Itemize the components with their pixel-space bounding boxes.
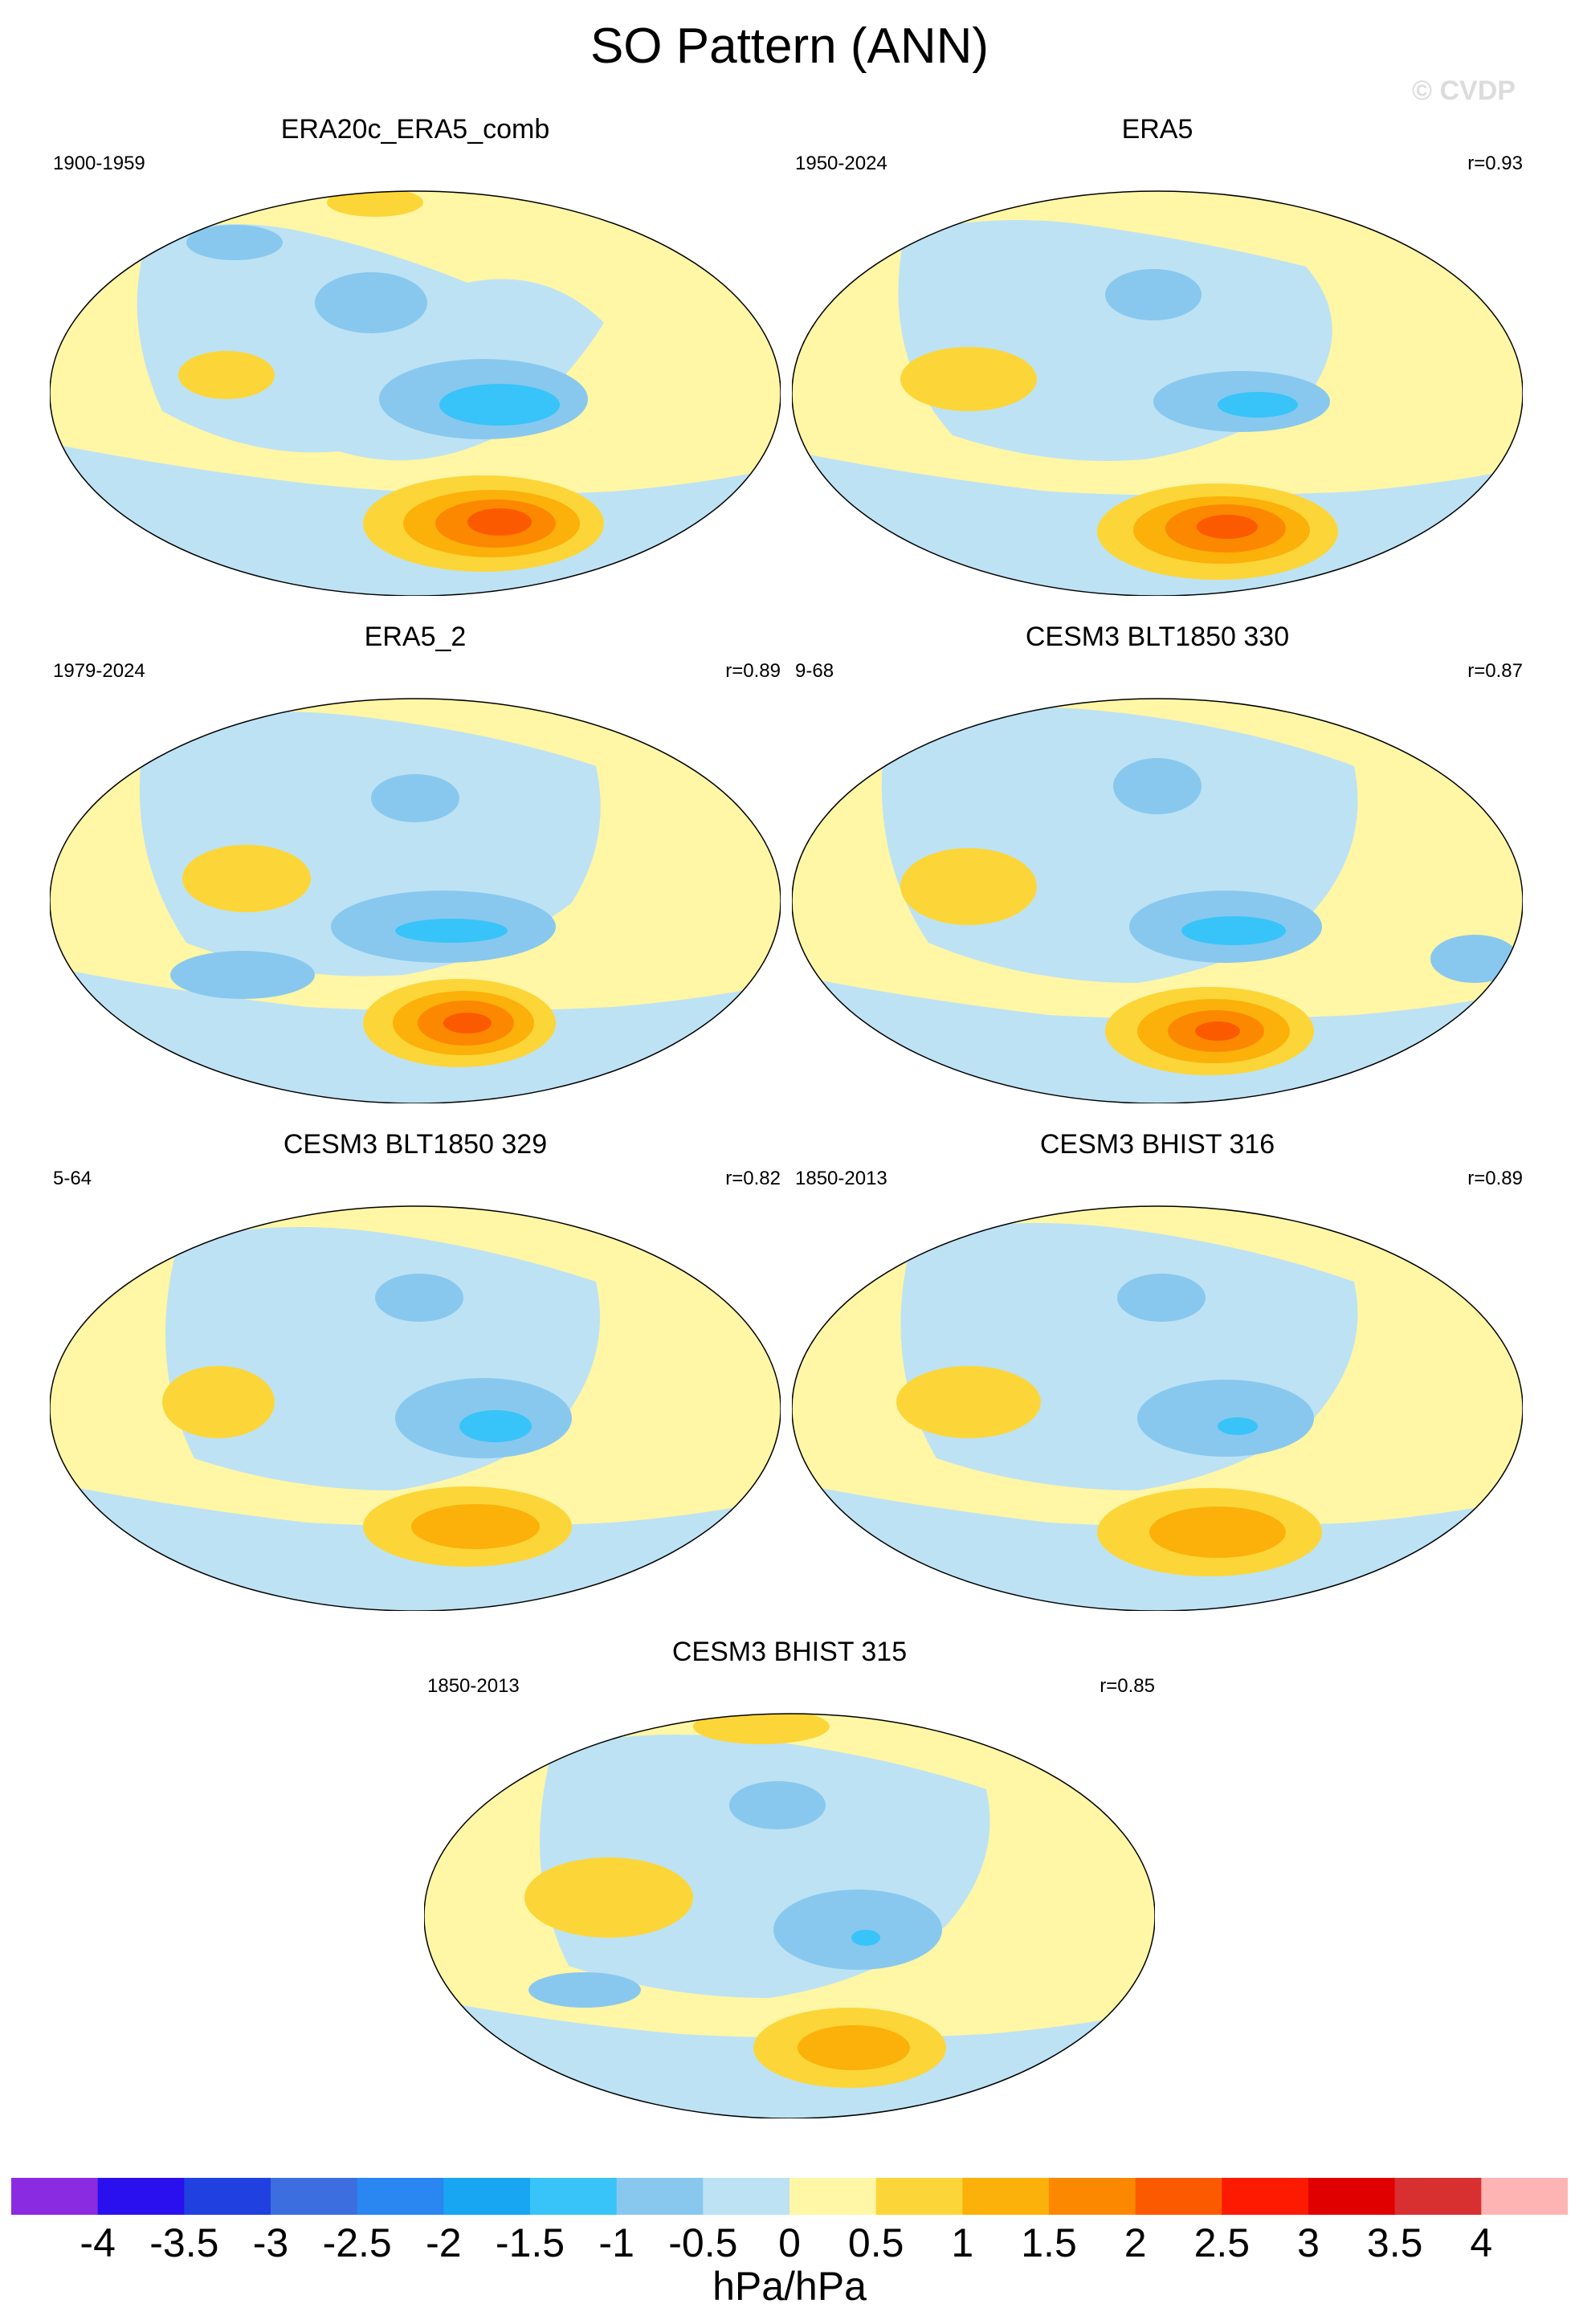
robinson-map xyxy=(792,190,1523,596)
panel-correlation: r=0.93 xyxy=(1467,153,1523,174)
colorbar-segment xyxy=(11,2178,99,2215)
panel-years: 1979-2024 xyxy=(53,660,145,682)
colorbar-segment xyxy=(790,2178,877,2215)
colorbar-tick-label: -3.5 xyxy=(149,2220,219,2265)
colorbar-segment xyxy=(875,2178,963,2215)
colorbar-tick-label: -0.5 xyxy=(668,2220,738,2265)
colorbar-tick-label: -3 xyxy=(252,2220,289,2265)
colorbar-tick-label: 1 xyxy=(951,2220,974,2265)
panel-years: 1900-1959 xyxy=(53,153,145,174)
map-panel-cesm3-blt1850-329: CESM3 BLT1850 329 5-64 r=0.82 xyxy=(50,1129,781,1611)
map-panel-cesm3-bhist-316: CESM3 BHIST 316 1850-2013 r=0.89 xyxy=(792,1129,1523,1611)
robinson-map xyxy=(792,698,1523,1103)
colorbar-tick-label: 0.5 xyxy=(847,2220,904,2265)
map-panel-era5-2: ERA5_2 1979-2024 r=0.89 xyxy=(50,622,781,1103)
panel-title: CESM3 BLT1850 329 xyxy=(283,1129,548,1160)
colorbar-tick-label: -4 xyxy=(80,2220,116,2265)
panel-correlation: r=0.89 xyxy=(725,660,781,682)
colorbar-segment xyxy=(616,2178,704,2215)
robinson-map xyxy=(50,698,781,1103)
panel-years: 9-68 xyxy=(795,660,834,682)
panel-title: ERA5 xyxy=(1121,114,1193,145)
panel-correlation: r=0.82 xyxy=(725,1168,781,1189)
panel-years: 1850-2013 xyxy=(795,1168,887,1189)
panel-correlation: r=0.87 xyxy=(1467,660,1523,682)
panel-years: 1850-2013 xyxy=(427,1675,520,1697)
robinson-map xyxy=(50,190,781,596)
colorbar-segment xyxy=(184,2178,271,2215)
colorbar xyxy=(11,2178,1568,2215)
map-panel-cesm3-blt1850-330: CESM3 BLT1850 330 9-68 r=0.87 xyxy=(792,622,1523,1103)
colorbar-tick-label: -1 xyxy=(598,2220,634,2265)
colorbar-tick-label: -2 xyxy=(426,2220,462,2265)
colorbar-tick-label: 3.5 xyxy=(1366,2220,1423,2265)
panel-title: ERA5_2 xyxy=(364,622,467,652)
colorbar-segment xyxy=(1308,2178,1396,2215)
colorbar-segment xyxy=(1394,2178,1482,2215)
robinson-map xyxy=(424,1713,1155,2118)
panel-correlation: r=0.89 xyxy=(1467,1168,1523,1189)
panel-title: CESM3 BHIST 316 xyxy=(1039,1129,1275,1160)
figure-title: SO Pattern (ANN) xyxy=(590,18,989,74)
colorbar-segment xyxy=(703,2178,790,2215)
colorbar-segment xyxy=(357,2178,444,2215)
colorbar-segment xyxy=(962,2178,1050,2215)
colorbar-segment xyxy=(271,2178,358,2215)
colorbar-tick-label: 2.5 xyxy=(1193,2220,1251,2265)
colorbar-segment xyxy=(1135,2178,1222,2215)
colorbar-segment xyxy=(443,2178,531,2215)
colorbar-tick-label: 0 xyxy=(778,2220,801,2265)
colorbar-tick-label: 1.5 xyxy=(1021,2220,1077,2265)
colorbar-units: hPa/hPa xyxy=(712,2264,867,2309)
colorbar-tick-label: -2.5 xyxy=(322,2220,392,2265)
colorbar-segment xyxy=(97,2178,185,2215)
map-panel-era20c-era5-comb: ERA20c_ERA5_comb 1900-1959 xyxy=(50,114,781,596)
colorbar-tick-labels: -4 -3.5 -3 -2.5 -2 -1.5 -1 -0.5 0 0.5 1 1.5 2 2.5 3 3.5… xyxy=(0,2220,1579,2268)
map-panel-cesm3-bhist-315: CESM3 BHIST 315 1850-2013 r=0.85 xyxy=(424,1637,1155,2118)
panel-years: 5-64 xyxy=(53,1168,92,1189)
cvdp-watermark: © CVDP xyxy=(1412,75,1516,106)
panel-correlation: r=0.85 xyxy=(1100,1675,1155,1697)
colorbar-tick-label: -1.5 xyxy=(495,2220,565,2265)
robinson-map xyxy=(792,1205,1523,1611)
colorbar-segment xyxy=(1222,2178,1309,2215)
colorbar-segment xyxy=(530,2178,618,2215)
panel-title: CESM3 BLT1850 330 xyxy=(1025,622,1290,652)
map-panel-era5: ERA5 1950-2024 r=0.93 xyxy=(792,114,1523,596)
robinson-map xyxy=(50,1205,781,1611)
panel-years: 1950-2024 xyxy=(795,153,887,174)
colorbar-tick-label: 2 xyxy=(1124,2220,1147,2265)
colorbar-tick-label: 4 xyxy=(1470,2220,1493,2265)
panel-title: ERA20c_ERA5_comb xyxy=(280,114,550,145)
colorbar-tick-label: 3 xyxy=(1297,2220,1320,2265)
colorbar-segment xyxy=(1049,2178,1136,2215)
panel-title: CESM3 BHIST 315 xyxy=(671,1637,908,1667)
colorbar-segment xyxy=(1481,2178,1568,2215)
